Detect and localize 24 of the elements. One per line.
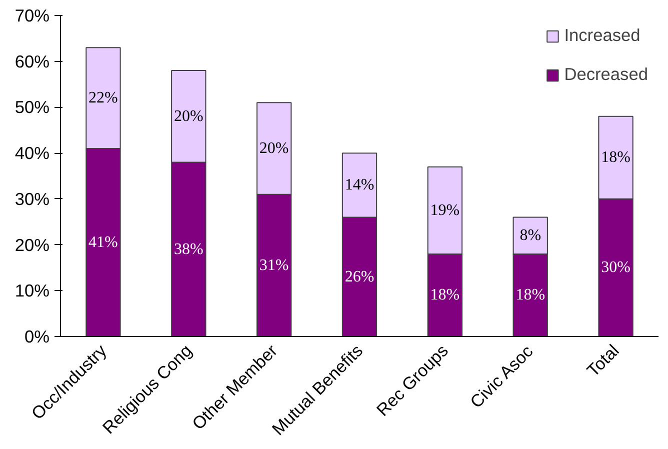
data-label: 18% — [430, 286, 460, 304]
data-label: 22% — [88, 90, 118, 107]
data-label: 18% — [516, 286, 546, 304]
y-tick-label: 0% — [24, 326, 50, 346]
data-label: 14% — [344, 176, 374, 194]
y-tick-label: 20% — [14, 234, 50, 255]
y-tick-label: 50% — [14, 97, 50, 118]
data-label: 19% — [430, 202, 460, 219]
y-tick-label: 30% — [14, 188, 50, 209]
data-label: 20% — [174, 108, 204, 125]
data-label: 8% — [520, 227, 542, 244]
data-label: 20% — [259, 140, 289, 157]
legend-label: Increased — [564, 25, 640, 46]
data-label: 41% — [88, 234, 118, 251]
y-tick-label: 70% — [14, 6, 50, 26]
y-tick-label: 10% — [14, 280, 50, 301]
y-tick-label: 60% — [14, 51, 50, 72]
y-tick-label: 40% — [14, 143, 50, 164]
data-label: 38% — [174, 240, 204, 258]
data-label: 18% — [601, 149, 630, 166]
data-label: 26% — [344, 268, 374, 286]
data-label: 31% — [259, 256, 289, 274]
legend-label: Decreased — [564, 64, 648, 85]
data-label: 30% — [601, 259, 630, 276]
